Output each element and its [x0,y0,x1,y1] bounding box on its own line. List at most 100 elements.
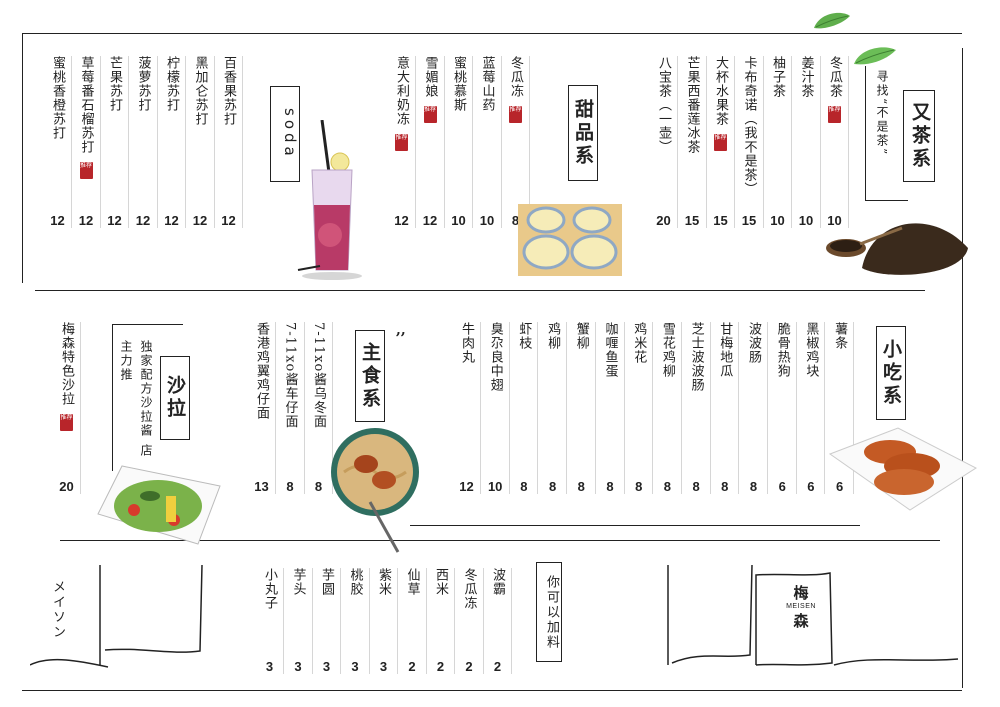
dessert-item-1: 雪媚娘 推荐 12 [417,56,445,228]
snack-item-name: 蟹柳 [573,322,589,350]
snack-item-name: 黑椒鸡块 [803,322,819,378]
recommended-badge: 推荐 [828,106,841,123]
main-item-price: 8 [314,479,323,494]
snack-item-name: 脆骨热狗 [774,322,790,378]
snack-item-1: 臭尕良中翅 10 [482,322,510,494]
snack-item-name: 薯条 [832,322,848,350]
main-item-0: 香港鸡翼鸡仔面 13 [248,322,276,494]
soda-item-5: 黑加仑苏打 12 [187,56,215,228]
snack-item-0: 牛肉丸 12 [453,322,481,494]
brand-en: MEISEN [786,603,816,610]
snack-item-name: 鸡米花 [631,322,647,364]
addon-item-6: 西米 2 [427,568,455,674]
dessert-item-name: 蓝莓山药 [479,56,495,112]
addon-item-name: 芋圆 [319,568,334,596]
noodle-bowl-image [331,428,419,553]
snack-item-price: 8 [692,479,700,494]
main-item-2: 7-11xo酱乌冬面 8 [305,322,333,494]
frame-bottom-line [22,690,962,691]
snack-item-name: 咖喱鱼蛋 [602,322,618,378]
main-item-name: 7-11xo酱车仔面 [282,322,298,429]
snack-item-name: 虾枝 [516,322,532,350]
main-item-price: 13 [254,479,269,494]
frame-right-line [962,48,963,688]
leaf-icon [814,12,850,29]
dessert-item-3: 蓝莓山药 10 [474,56,502,228]
snack-item-2: 虾枝 8 [510,322,539,494]
tea-item-name: 八宝茶（一壶） [656,56,671,154]
addon-item-3: 桃胶 3 [342,568,370,674]
dessert-item-price: 10 [451,213,466,228]
dessert-item-price: 8 [511,213,520,228]
snack-item-price: 8 [749,479,758,494]
soda-item-2: 芒果苏打 12 [101,56,129,228]
dessert-item-price: 10 [479,213,495,228]
recommended-badge: 推荐 [714,134,727,151]
main-item-name: 香港鸡翼鸡仔面 [254,322,269,420]
soda-item-name: 菠萝苏打 [135,56,151,112]
soda-item-price: 12 [221,213,236,228]
snack-item-name: 鸡柳 [545,322,561,350]
dessert-item-name: 蜜桃慕斯 [451,56,466,112]
snack-item-name: 芝士波波肠 [688,322,704,392]
soda-item-name: 蜜桃香橙苏打 [50,56,65,140]
snack-item-price: 8 [635,479,643,494]
snack-item-price: 6 [835,479,844,494]
snack-item-price: 6 [778,479,786,494]
soda-item-1: 草莓番石榴苏打 推荐 12 [73,56,101,228]
soda-item-6: 百香果苏打 12 [215,56,243,228]
dessert-item-name: 冬瓜冻 [508,56,523,98]
addon-item-0: 小丸子 3 [256,568,284,674]
soda-item-name: 百香果苏打 [221,56,236,126]
brand-logo: 梅 MEISEN 森 [783,582,819,631]
soda-item-name: 芒果苏打 [107,56,122,112]
snack-item-name: 波波肠 [746,322,761,364]
snack-bottom-line [410,525,860,526]
tea-item-3: 卡布奇诺（我不是茶） 15 [736,56,764,228]
quote-mark: ,, [396,322,406,338]
addon-item-price: 2 [408,659,416,674]
addon-title: 你可以加料 [536,562,562,662]
tea-item-price: 15 [684,213,700,228]
dessert-item-2: 蜜桃慕斯 10 [445,56,473,228]
dessert-item-price: 12 [394,213,409,228]
soda-item-name: 柠檬苏打 [164,56,179,112]
snack-item-price: 8 [663,479,671,494]
tea-item-name: 卡布奇诺（我不是茶） [741,56,757,196]
recommended-badge: 推荐 [60,414,73,431]
addon-item-name: 芋头 [290,568,306,596]
addon-item-name: 仙草 [404,568,420,596]
tea-item-name: 芒果西番莲冰茶 [684,56,700,154]
addon-item-4: 紫米 3 [370,568,398,674]
soda-item-4: 柠檬苏打 12 [158,56,186,228]
brush-sketch-left [30,564,203,668]
soda-item-price: 12 [164,213,179,228]
tea-item-name: 冬瓜茶 [827,56,842,98]
brand-cn-bottom: 森 [793,612,809,630]
salad-item-price: 20 [59,479,74,494]
addon-item-price: 3 [351,659,359,674]
tea-item-price: 10 [798,213,814,228]
dessert-item-price: 12 [422,213,438,228]
snack-item-4: 蟹柳 8 [568,322,596,494]
recommended-badge: 推荐 [509,106,522,123]
snack-item-name: 雪花鸡柳 [659,322,675,378]
addon-item-7: 冬瓜冻 2 [456,568,484,674]
salad-image [97,465,221,545]
addon-item-name: 西米 [433,568,448,596]
addon-item-2: 芋圆 3 [313,568,341,674]
frame-top-line [22,33,962,34]
tea-item-name: 姜汁茶 [798,56,814,98]
soda-item-name: 黑加仑苏打 [192,56,208,126]
recommended-badge: 推荐 [423,106,437,123]
snack-item-name: 牛肉丸 [459,322,474,364]
snack-item-12: 黑椒鸡块 6 [797,322,826,494]
addon-item-price: 3 [294,659,302,674]
dessert-item-4: 冬瓜冻推荐 8 [502,56,530,228]
snack-title: 小吃系 [876,326,906,420]
tea-leaves-image [826,223,968,275]
addon-item-name: 波霸 [490,568,505,596]
dessert-item-name: 意大利奶冻 [394,56,409,126]
soda-item-0: 蜜桃香橙苏打 12 [44,56,72,228]
snack-item-8: 芝士波波肠 8 [683,322,711,494]
